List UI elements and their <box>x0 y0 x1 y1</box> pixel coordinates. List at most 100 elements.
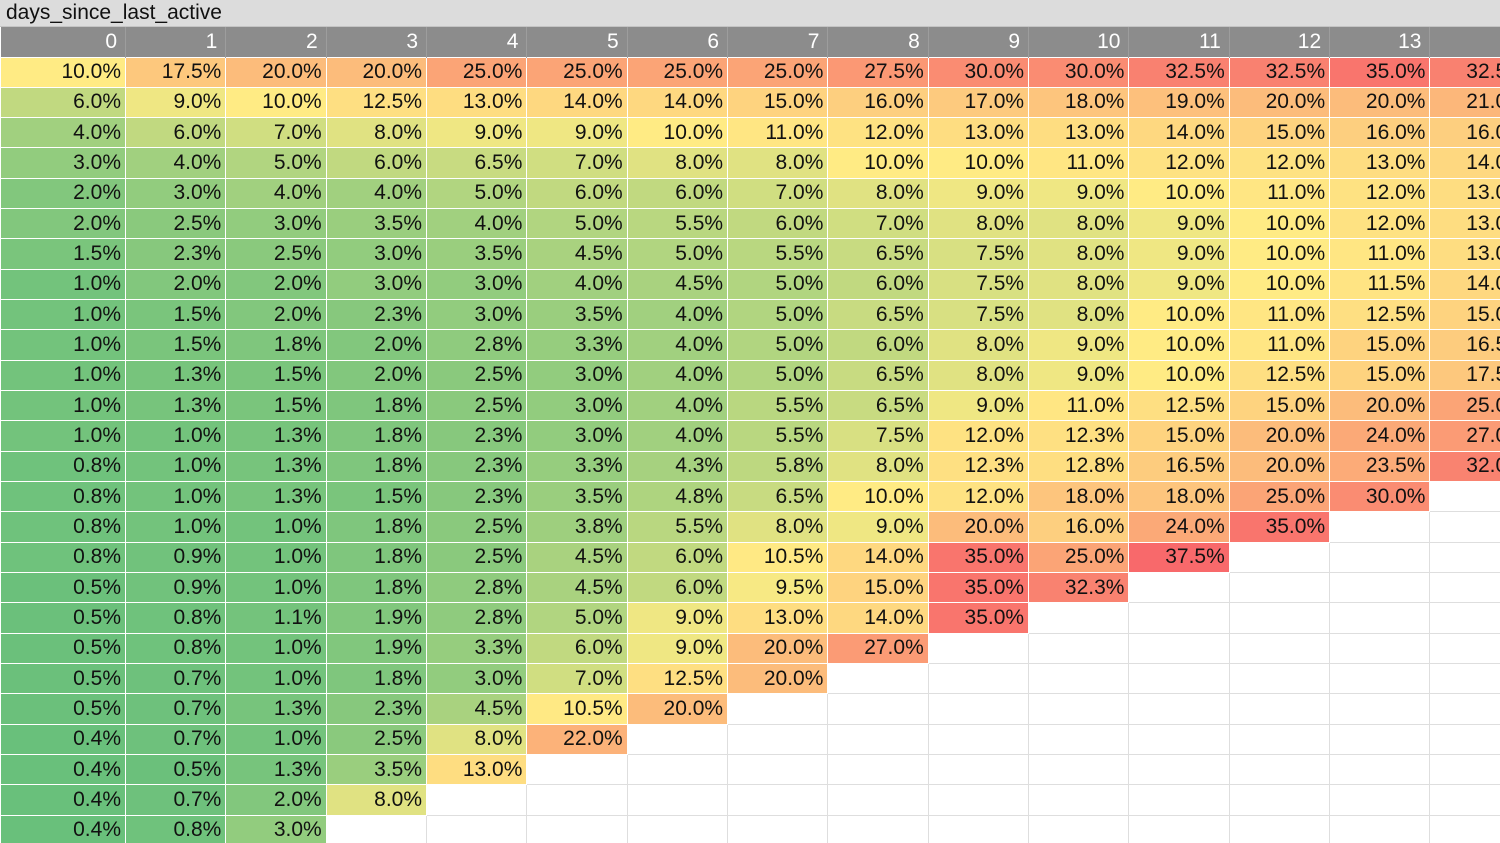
heatmap-cell[interactable]: 30.0% <box>1329 481 1431 513</box>
heatmap-cell[interactable]: 20.0% <box>1228 450 1331 483</box>
heatmap-cell[interactable]: 0.8% <box>0 481 126 513</box>
heatmap-cell[interactable]: 1.5% <box>225 359 327 392</box>
heatmap-cell[interactable]: 32.5% <box>1128 56 1230 88</box>
heatmap-cell[interactable]: 25.0% <box>727 56 829 88</box>
heatmap-cell[interactable]: 8.0% <box>626 147 729 179</box>
heatmap-cell[interactable]: 20.0% <box>626 693 729 725</box>
empty-cell[interactable] <box>1128 632 1230 665</box>
heatmap-cell[interactable]: 3.3% <box>426 632 528 665</box>
heatmap-cell[interactable]: 6.5% <box>827 359 929 392</box>
heatmap-cell[interactable]: 10.0% <box>1128 177 1230 210</box>
heatmap-cell[interactable]: 13.0% <box>727 602 829 634</box>
heatmap-cell[interactable]: 4.0% <box>124 147 227 179</box>
empty-cell[interactable] <box>727 814 829 843</box>
heatmap-cell[interactable]: 16.5% <box>1128 450 1230 483</box>
heatmap-cell[interactable]: 13.0% <box>426 754 528 786</box>
heatmap-cell[interactable]: 1.0% <box>225 663 327 695</box>
heatmap-cell[interactable]: 15.0% <box>1329 329 1431 361</box>
heatmap-cell[interactable]: 6.0% <box>526 177 628 210</box>
heatmap-cell[interactable]: 3.3% <box>526 450 628 483</box>
heatmap-cell[interactable]: 35.0% <box>927 572 1030 604</box>
heatmap-cell[interactable]: 2.5% <box>325 723 428 756</box>
heatmap-cell[interactable]: 1.3% <box>225 754 327 786</box>
heatmap-cell[interactable]: 0.7% <box>124 723 227 756</box>
heatmap-cell[interactable]: 12.0% <box>1228 147 1331 179</box>
heatmap-cell[interactable]: 1.0% <box>124 450 227 483</box>
heatmap-cell[interactable]: 1.0% <box>124 511 227 543</box>
empty-cell[interactable] <box>927 663 1030 695</box>
heatmap-cell[interactable]: 0.5% <box>0 693 126 725</box>
heatmap-cell[interactable]: 2.5% <box>426 541 528 574</box>
heatmap-cell[interactable]: 7.5% <box>927 268 1030 301</box>
heatmap-cell[interactable]: 6.0% <box>325 147 428 179</box>
empty-cell[interactable] <box>1429 754 1500 786</box>
heatmap-cell[interactable]: 3.0% <box>526 420 628 452</box>
heatmap-cell[interactable]: 37.5% <box>1128 541 1230 574</box>
heatmap-cell[interactable]: 0.4% <box>0 754 126 786</box>
heatmap-cell[interactable]: 5.8% <box>727 450 829 483</box>
heatmap-cell[interactable]: 4.0% <box>0 117 126 149</box>
heatmap-cell[interactable]: 25.0% <box>526 56 628 88</box>
heatmap-cell[interactable]: 25.0% <box>1228 481 1331 513</box>
empty-cell[interactable] <box>325 814 428 843</box>
heatmap-cell[interactable]: 35.0% <box>927 602 1030 634</box>
heatmap-cell[interactable]: 12.3% <box>1028 420 1130 452</box>
heatmap-cell[interactable]: 0.8% <box>0 541 126 574</box>
heatmap-cell[interactable]: 3.0% <box>426 268 528 301</box>
heatmap-cell[interactable]: 20.0% <box>927 511 1030 543</box>
heatmap-cell[interactable]: 0.8% <box>0 450 126 483</box>
heatmap-cell[interactable]: 10.0% <box>927 147 1030 179</box>
heatmap-cell[interactable]: 22.0% <box>526 723 628 756</box>
heatmap-cell[interactable]: 6.5% <box>827 390 929 422</box>
heatmap-cell[interactable]: 16.0% <box>1429 117 1500 149</box>
empty-cell[interactable] <box>1228 572 1331 604</box>
empty-cell[interactable] <box>1128 784 1230 816</box>
heatmap-cell[interactable]: 8.0% <box>1028 238 1130 270</box>
empty-cell[interactable] <box>1329 572 1431 604</box>
empty-cell[interactable] <box>1329 814 1431 843</box>
heatmap-cell[interactable]: 2.0% <box>225 268 327 301</box>
heatmap-cell[interactable]: 10.0% <box>1128 299 1230 331</box>
heatmap-cell[interactable]: 3.0% <box>225 208 327 240</box>
heatmap-cell[interactable]: 8.0% <box>727 511 829 543</box>
heatmap-cell[interactable]: 13.0% <box>426 86 528 119</box>
heatmap-cell[interactable]: 6.0% <box>626 572 729 604</box>
empty-cell[interactable] <box>1228 754 1331 786</box>
column-header[interactable]: 7 <box>727 27 829 57</box>
heatmap-cell[interactable]: 1.0% <box>225 723 327 756</box>
heatmap-cell[interactable]: 16.0% <box>1329 117 1431 149</box>
heatmap-cell[interactable]: 4.0% <box>225 177 327 210</box>
heatmap-cell[interactable]: 12.0% <box>927 420 1030 452</box>
heatmap-cell[interactable]: 4.5% <box>426 693 528 725</box>
heatmap-cell[interactable]: 4.0% <box>626 420 729 452</box>
empty-cell[interactable] <box>1028 723 1130 756</box>
heatmap-cell[interactable]: 4.5% <box>526 572 628 604</box>
heatmap-cell[interactable]: 7.5% <box>827 420 929 452</box>
heatmap-cell[interactable]: 5.0% <box>426 177 528 210</box>
heatmap-cell[interactable]: 32.3% <box>1028 572 1130 604</box>
heatmap-cell[interactable]: 2.0% <box>325 359 428 392</box>
heatmap-cell[interactable]: 2.5% <box>426 390 528 422</box>
heatmap-cell[interactable]: 1.0% <box>0 390 126 422</box>
heatmap-cell[interactable]: 1.8% <box>325 572 428 604</box>
heatmap-cell[interactable]: 8.0% <box>727 147 829 179</box>
heatmap-cell[interactable]: 1.0% <box>225 632 327 665</box>
heatmap-cell[interactable]: 12.5% <box>1329 299 1431 331</box>
heatmap-cell[interactable]: 6.0% <box>727 208 829 240</box>
heatmap-cell[interactable]: 20.0% <box>727 663 829 695</box>
heatmap-cell[interactable]: 12.5% <box>1228 359 1331 392</box>
empty-cell[interactable] <box>1429 602 1500 634</box>
empty-cell[interactable] <box>1028 663 1130 695</box>
heatmap-cell[interactable]: 14.0% <box>827 602 929 634</box>
heatmap-cell[interactable]: 25.0% <box>1028 541 1130 574</box>
heatmap-cell[interactable]: 35.0% <box>927 541 1030 574</box>
heatmap-cell[interactable]: 6.0% <box>124 117 227 149</box>
heatmap-cell[interactable]: 2.0% <box>0 208 126 240</box>
empty-cell[interactable] <box>526 754 628 786</box>
heatmap-cell[interactable]: 10.0% <box>827 481 929 513</box>
heatmap-cell[interactable]: 25.0% <box>626 56 729 88</box>
heatmap-cell[interactable]: 9.0% <box>124 86 227 119</box>
heatmap-cell[interactable]: 14.0% <box>827 541 929 574</box>
heatmap-cell[interactable]: 23.5% <box>1329 450 1431 483</box>
heatmap-cell[interactable]: 1.5% <box>0 238 126 270</box>
